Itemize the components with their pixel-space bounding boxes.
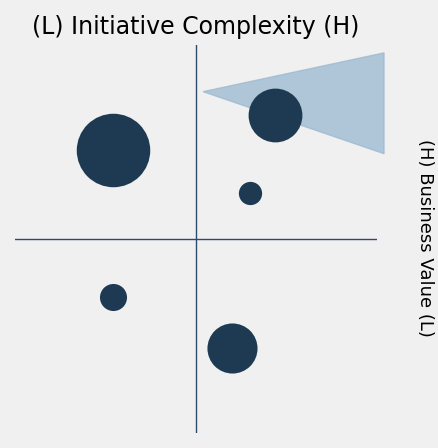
Text: (H) Business Value (L): (H) Business Value (L) [416, 138, 434, 336]
Point [272, 112, 279, 119]
Point [109, 146, 116, 153]
Point [109, 293, 116, 301]
Polygon shape [203, 53, 384, 154]
Point [247, 189, 254, 196]
Title: (L) Initiative Complexity (H): (L) Initiative Complexity (H) [32, 15, 360, 39]
Point [229, 344, 236, 351]
